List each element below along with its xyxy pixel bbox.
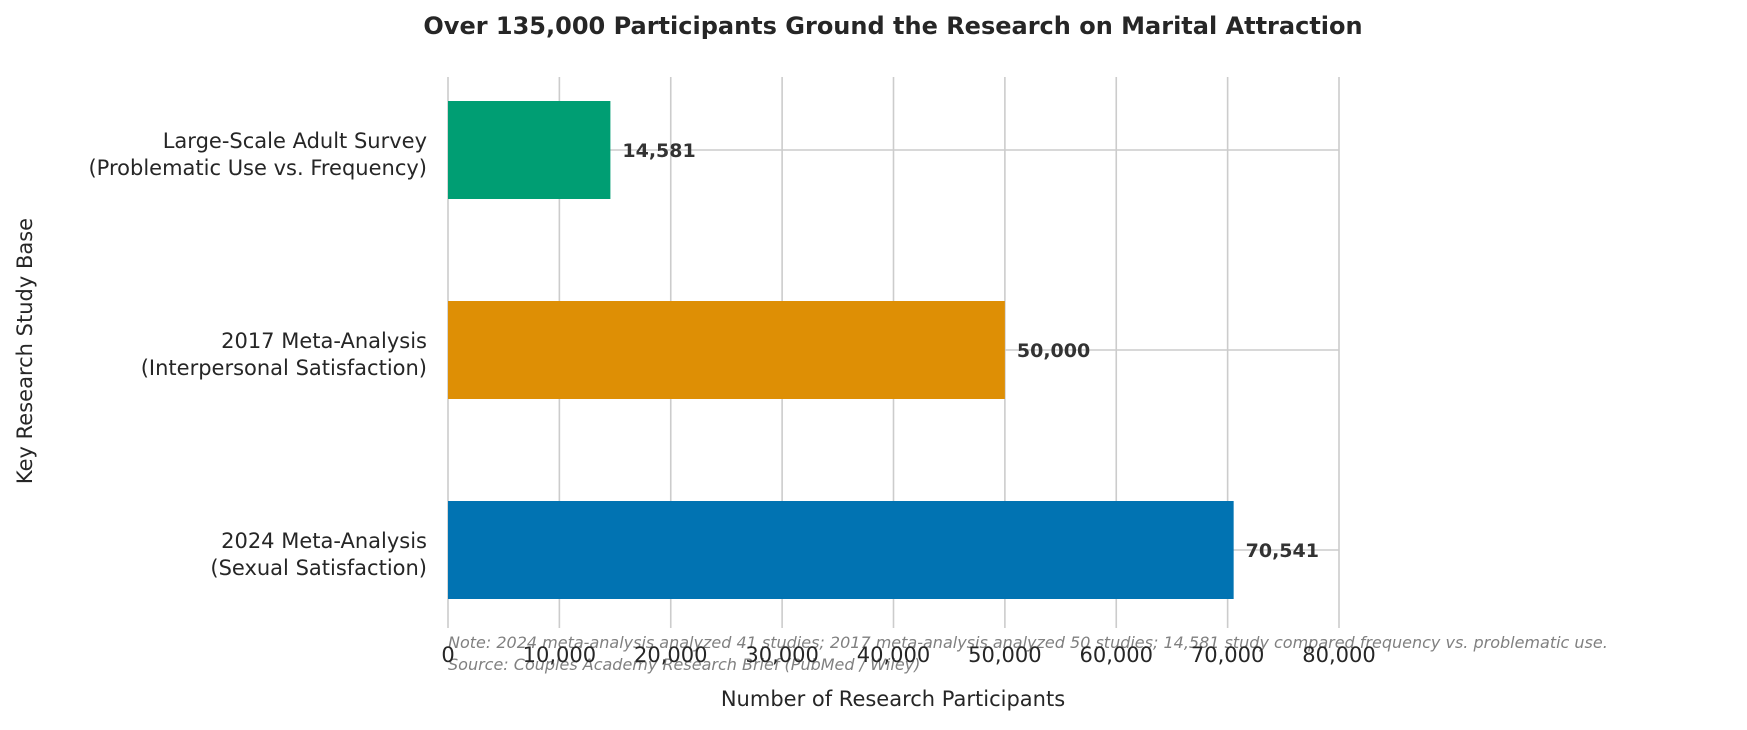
category-label-0-line-2: (Problematic Use vs. Frequency) — [88, 156, 427, 180]
x-tick-label-4: 40,000 — [857, 643, 930, 667]
chart-note: Note: 2024 meta-analysis analyzed 41 stu… — [448, 633, 1608, 674]
value-label-1: 50,000 — [1017, 340, 1090, 362]
note-line-2: Source: Couples Academy Research Brief (… — [448, 655, 920, 674]
category-labels: Large-Scale Adult Survey (Problematic Use… — [88, 129, 427, 580]
category-label-2-line-2: (Sexual Satisfaction) — [210, 556, 427, 580]
bars — [448, 101, 1234, 599]
x-tick-label-1: 10,000 — [523, 643, 596, 667]
category-label-0-line-1: Large-Scale Adult Survey — [163, 129, 427, 153]
bar-0 — [448, 101, 611, 199]
bar-1 — [448, 301, 1005, 399]
x-tick-label-8: 80,000 — [1302, 643, 1375, 667]
x-tick-label-5: 50,000 — [968, 643, 1041, 667]
chart-title: Over 135,000 Participants Ground the Res… — [423, 12, 1362, 40]
y-axis-label: Key Research Study Base — [13, 218, 37, 484]
bar-2 — [448, 501, 1234, 599]
x-tick-label-6: 60,000 — [1080, 643, 1153, 667]
category-label-1-line-1: 2017 Meta-Analysis — [221, 329, 427, 353]
x-tick-label-7: 70,000 — [1191, 643, 1264, 667]
value-labels: 14,581 50,000 70,541 — [622, 140, 1319, 562]
value-label-0: 14,581 — [622, 140, 695, 162]
value-label-2: 70,541 — [1246, 540, 1319, 562]
x-tick-label-2: 20,000 — [634, 643, 707, 667]
category-label-1-line-2: (Interpersonal Satisfaction) — [141, 356, 427, 380]
category-label-2-line-1: 2024 Meta-Analysis — [221, 529, 427, 553]
x-tick-label-0: 0 — [441, 643, 454, 667]
note-line-1: Note: 2024 meta-analysis analyzed 41 stu… — [448, 633, 1608, 652]
x-axis-label: Number of Research Participants — [721, 687, 1065, 711]
x-axis-ticks: 0 10,000 20,000 30,000 40,000 50,000 60,000 70,… — [441, 620, 1376, 667]
x-tick-label-3: 30,000 — [745, 643, 818, 667]
